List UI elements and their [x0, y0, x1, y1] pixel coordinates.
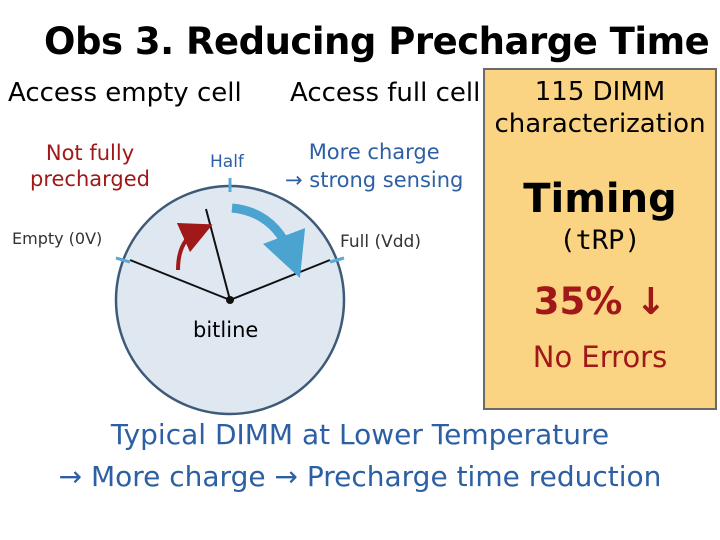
not-fully-line-1: Not fully: [45, 141, 135, 165]
red-rise-arrow: [176, 222, 213, 271]
not-fully-precharged-label: Not fully precharged: [30, 140, 150, 192]
more-charge-label: More charge → strong sensing: [285, 138, 463, 194]
more-charge-line-1: More charge: [308, 140, 440, 164]
empty-voltage-label: Empty (0V): [12, 229, 103, 248]
half-label: Half: [210, 152, 244, 172]
empty-needle: [129, 259, 231, 301]
panel-no-errors: No Errors: [532, 340, 668, 374]
blue-sense-arrow: [231, 203, 306, 279]
bitline-label: bitline: [193, 318, 259, 342]
full-voltage-label: Full (Vdd): [340, 232, 421, 252]
panel-timing: Timing: [523, 176, 677, 222]
bottom-line-2: → More charge → Precharge time reduction: [58, 460, 662, 493]
bottom-line-1: Typical DIMM at Lower Temperature: [110, 418, 610, 451]
panel-heading: 115 DIMM characterization: [494, 77, 706, 139]
characterization-panel: [483, 68, 717, 410]
not-fully-line-2: precharged: [30, 167, 150, 191]
empty-tick: [115, 256, 131, 264]
slide-title: Obs 3. Reducing Precharge Time: [44, 20, 710, 63]
pivot-dot: [226, 296, 234, 304]
panel-trp: (tRP): [559, 225, 641, 256]
empty-cell-heading: Access empty cell: [8, 78, 242, 108]
full-needle: [229, 259, 331, 301]
panel-reduction: 35% ↓: [533, 280, 667, 323]
more-charge-line-2: → strong sensing: [285, 168, 464, 192]
full-tick: [329, 256, 345, 264]
full-cell-heading: Access full cell: [290, 78, 481, 108]
